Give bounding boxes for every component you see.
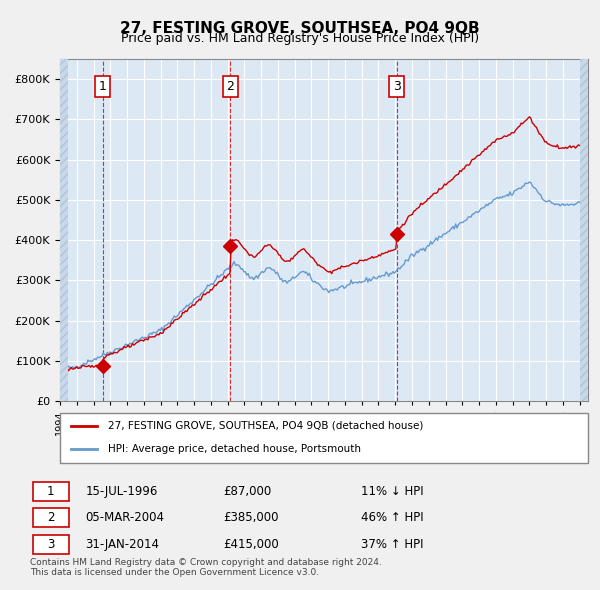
- Text: 37% ↑ HPI: 37% ↑ HPI: [361, 538, 424, 551]
- Text: 2: 2: [47, 512, 54, 525]
- Text: £385,000: £385,000: [223, 512, 278, 525]
- Text: 3: 3: [47, 538, 54, 551]
- Text: 46% ↑ HPI: 46% ↑ HPI: [361, 512, 424, 525]
- Text: HPI: Average price, detached house, Portsmouth: HPI: Average price, detached house, Port…: [107, 444, 361, 454]
- Text: Price paid vs. HM Land Registry's House Price Index (HPI): Price paid vs. HM Land Registry's House …: [121, 32, 479, 45]
- Text: 15-JUL-1996: 15-JUL-1996: [85, 485, 158, 498]
- Polygon shape: [60, 59, 68, 401]
- Text: 31-JAN-2014: 31-JAN-2014: [85, 538, 159, 551]
- Polygon shape: [580, 59, 588, 401]
- FancyBboxPatch shape: [33, 482, 68, 501]
- Text: 27, FESTING GROVE, SOUTHSEA, PO4 9QB (detached house): 27, FESTING GROVE, SOUTHSEA, PO4 9QB (de…: [107, 421, 423, 431]
- Text: 2: 2: [227, 80, 235, 93]
- Text: Contains HM Land Registry data © Crown copyright and database right 2024.
This d: Contains HM Land Registry data © Crown c…: [30, 558, 382, 577]
- FancyBboxPatch shape: [33, 535, 68, 554]
- Text: 1: 1: [47, 485, 54, 498]
- Text: 11% ↓ HPI: 11% ↓ HPI: [361, 485, 424, 498]
- Text: £87,000: £87,000: [223, 485, 271, 498]
- Text: 3: 3: [392, 80, 401, 93]
- FancyBboxPatch shape: [33, 509, 68, 527]
- FancyBboxPatch shape: [60, 413, 588, 463]
- Text: £415,000: £415,000: [223, 538, 279, 551]
- Text: 1: 1: [98, 80, 107, 93]
- Text: 27, FESTING GROVE, SOUTHSEA, PO4 9QB: 27, FESTING GROVE, SOUTHSEA, PO4 9QB: [120, 21, 480, 35]
- Text: 05-MAR-2004: 05-MAR-2004: [85, 512, 164, 525]
